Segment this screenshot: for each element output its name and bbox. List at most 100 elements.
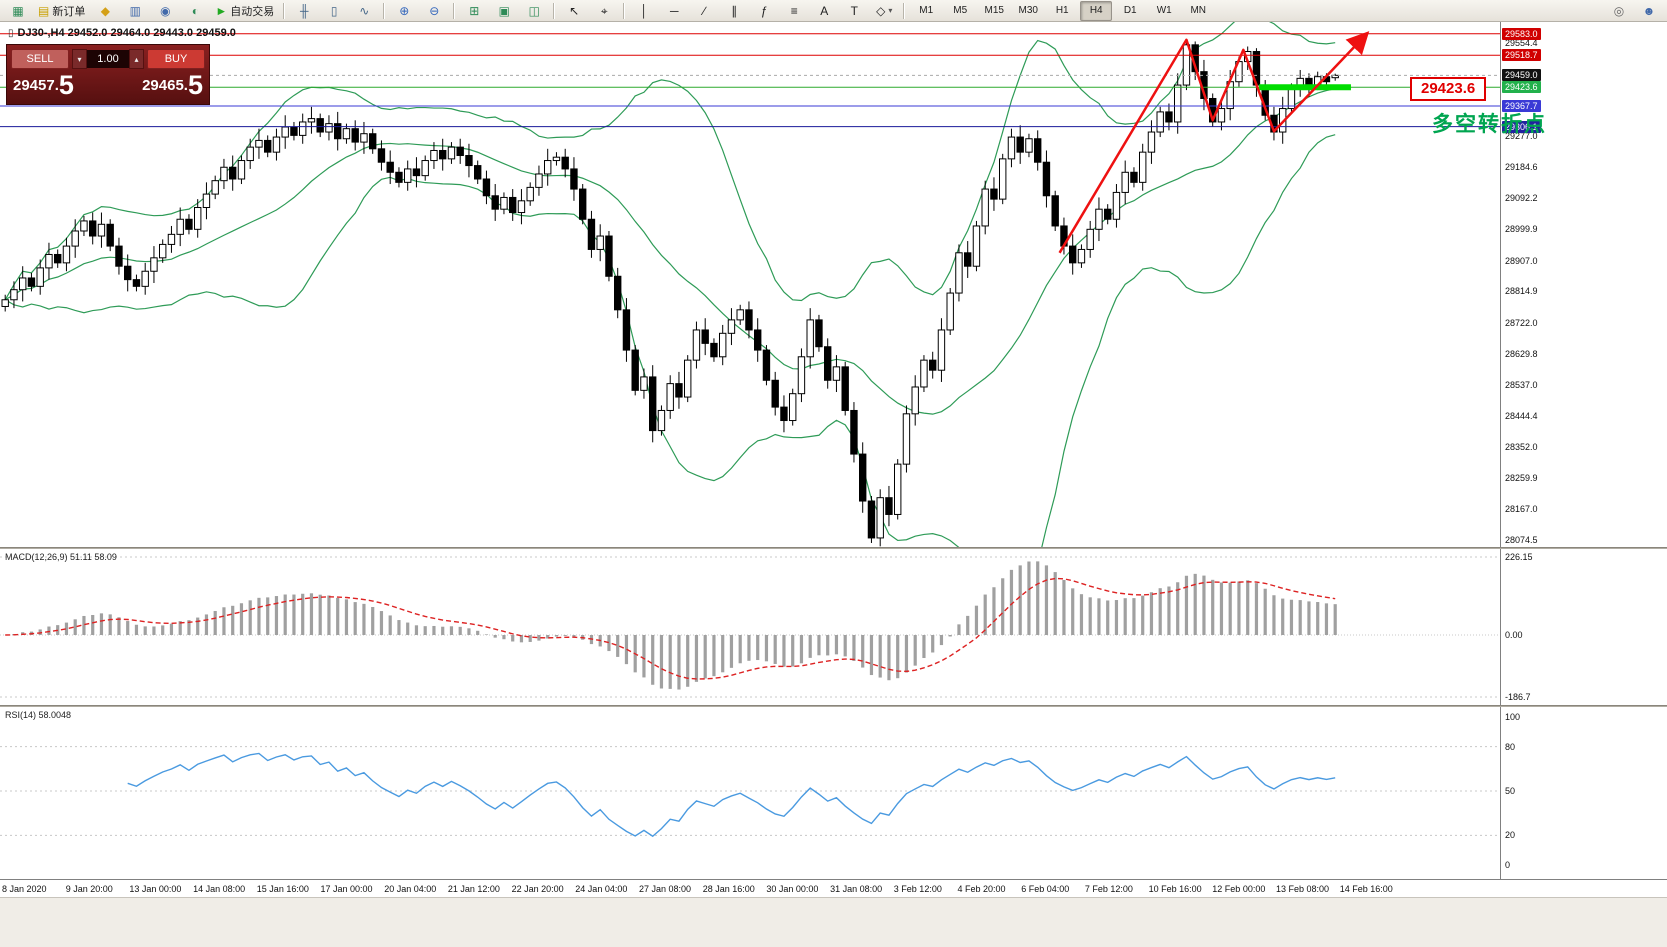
time-label: 13 Feb 08:00 (1276, 884, 1330, 894)
time-label: 14 Jan 08:00 (193, 884, 246, 894)
channel-icon[interactable]: ∥ (720, 1, 748, 21)
horizontal-line-icon[interactable]: ─ (660, 1, 688, 21)
data-window-icon: ◉ (160, 3, 171, 18)
price-label: -186.7 (1505, 692, 1531, 702)
auto-trading-button[interactable]: ► 自动交易 (211, 1, 278, 21)
expert-advisor-icon[interactable]: ◆ (91, 1, 119, 21)
cursor-icon[interactable]: ↖ (560, 1, 588, 21)
tf-m15[interactable]: M15 (978, 1, 1010, 21)
price-axis[interactable]: 29554.4 29277.0 29184.6 29092.2 28999.9 28907… (1500, 22, 1667, 547)
tf-mn[interactable]: MN (1182, 1, 1214, 21)
volume-increase-button[interactable]: ▴ (129, 49, 144, 69)
volume-input[interactable]: 1.00 (87, 50, 129, 68)
cascade-windows-icon: ▣ (498, 3, 510, 18)
buy-button[interactable]: BUY (147, 49, 205, 69)
tf-h4[interactable]: H4 (1080, 0, 1113, 21)
price-label: 28167.0 (1505, 503, 1538, 514)
community-icon[interactable]: ☻ (1635, 1, 1663, 21)
price-label: 28352.0 (1505, 441, 1538, 452)
price-label: 50 (1505, 786, 1516, 796)
arrange-windows-icon[interactable]: ◫ (520, 1, 548, 21)
tf-m30-label: M30 (1018, 5, 1038, 16)
rsi-axis[interactable]: 100 80 50 20 0 (1500, 707, 1667, 879)
crosshair-icon: ⌖ (600, 3, 608, 18)
macd-label: MACD(12,26,9) 51.11 58.09 (5, 552, 117, 562)
label-icon[interactable]: T (840, 1, 868, 21)
price-flag-label: 29423.6 (1410, 77, 1487, 101)
zoom-out-icon: ⊖ (429, 3, 440, 18)
charts-window-icon: ▦ (12, 3, 24, 18)
tf-d1-label: D1 (1123, 5, 1137, 16)
time-label: 4 Feb 20:00 (957, 884, 1006, 894)
vertical-line-icon[interactable]: │ (630, 1, 658, 21)
arrange-windows-icon: ◫ (528, 3, 540, 18)
time-label: 15 Jan 16:00 (256, 884, 309, 894)
tf-w1[interactable]: W1 (1148, 1, 1180, 21)
rsi-canvas[interactable] (0, 707, 1500, 879)
tf-m30[interactable]: M30 (1012, 1, 1044, 21)
time-label: 6 Feb 04:00 (1021, 884, 1070, 894)
toolbar-separator (283, 2, 286, 19)
search-icon[interactable]: ◎ (1605, 1, 1633, 21)
price-label: 28814.9 (1505, 286, 1538, 297)
macd-canvas[interactable] (0, 549, 1500, 705)
tf-m1[interactable]: M1 (910, 1, 942, 21)
chart-title: ▯ DJ30-,H4 29452.0 29464.0 29443.0 29459… (8, 27, 236, 39)
volume-decrease-button[interactable]: ▾ (72, 49, 87, 69)
price-label: 80 (1505, 741, 1516, 752)
time-axis[interactable]: 8 Jan 2020 9 Jan 20:00 13 Jan 00:00 14 Jan … (0, 879, 1667, 897)
channel-icon: ∥ (731, 3, 738, 18)
toolbar-separator (903, 2, 906, 19)
time-label: 17 Jan 00:00 (320, 884, 373, 894)
zoom-in-icon[interactable]: ⊕ (390, 1, 418, 21)
tf-m5[interactable]: M5 (944, 1, 976, 21)
tf-m1-label: M1 (919, 5, 934, 16)
price-label: 226.15 (1505, 552, 1533, 562)
time-label: 9 Jan 20:00 (65, 884, 113, 894)
price-tag: 29423.6 (1502, 81, 1541, 94)
tf-d1[interactable]: D1 (1114, 1, 1146, 21)
text-icon[interactable]: A (810, 1, 838, 21)
tf-m15-label: M15 (984, 5, 1004, 16)
rsi-panel: RSI(14) 58.0048 100 80 50 20 0 (0, 707, 1667, 879)
tf-h1[interactable]: H1 (1046, 1, 1078, 21)
main-chart-canvas[interactable] (0, 22, 1500, 547)
zoom-out-icon[interactable]: ⊖ (420, 1, 448, 21)
crosshair-icon[interactable]: ⌖ (590, 1, 618, 21)
price-label: 28444.4 (1505, 410, 1538, 421)
time-label: 30 Jan 00:00 (766, 884, 819, 894)
market-watch-icon: ▥ (129, 3, 142, 18)
new-order-button[interactable]: ▤ 新订单 (34, 1, 89, 21)
navigator-icon[interactable]: ◐ (181, 1, 209, 21)
toolbar-separator (383, 2, 386, 19)
charts-window-icon[interactable]: ▦ (4, 1, 32, 21)
macd-panel: MACD(12,26,9) 51.11 58.09 226.15 0.00 -186… (0, 549, 1667, 705)
price-label: 28259.9 (1505, 472, 1538, 483)
panel-separator[interactable] (0, 705, 1667, 707)
shapes-icon: ◇ (876, 3, 886, 18)
cascade-windows-icon[interactable]: ▣ (490, 1, 518, 21)
data-window-icon[interactable]: ◉ (151, 1, 179, 21)
toolbar: ▦ ▤ 新订单 ◆ ▥ ◉ ◐ ► 自动交易 ╫ ▯ ∿ ⊕ ⊖ ⊞ ▣ ◫ ↖ ⌖ │ ─ ∕ ∥ ƒ ≡ A T ◇ ▾ M1 M5 M1… (0, 0, 1667, 22)
tile-windows-icon[interactable]: ⊞ (460, 1, 488, 21)
chart-title-text: DJ30-,H4 29452.0 29464.0 29443.0 29459.0 (17, 27, 236, 39)
chevron-down-icon: ▾ (888, 6, 893, 15)
lines-menu-icon[interactable]: ≡ (780, 1, 808, 21)
price-label: 29277.0 (1505, 131, 1538, 142)
sell-button[interactable]: SELL (11, 49, 69, 69)
candlestick-chart-icon[interactable]: ▯ (320, 1, 348, 21)
shapes-icon[interactable]: ◇ ▾ (870, 1, 898, 21)
trendline-icon[interactable]: ∕ (690, 1, 718, 21)
bar-chart-icon[interactable]: ╫ (290, 1, 318, 21)
trendline-icon: ∕ (703, 3, 706, 18)
fibonacci-icon[interactable]: ƒ (750, 1, 778, 21)
line-chart-icon[interactable]: ∿ (350, 1, 378, 21)
navigator-icon: ◐ (191, 3, 199, 18)
market-watch-icon[interactable]: ▥ (121, 1, 149, 21)
price-label: 0.00 (1505, 630, 1523, 640)
time-label: 28 Jan 16:00 (702, 884, 755, 894)
buy-price: 29465. 5 (142, 70, 203, 100)
community-icon: ☻ (1642, 3, 1656, 18)
panel-separator[interactable] (0, 547, 1667, 549)
macd-axis[interactable]: 226.15 0.00 -186.7 (1500, 549, 1667, 705)
